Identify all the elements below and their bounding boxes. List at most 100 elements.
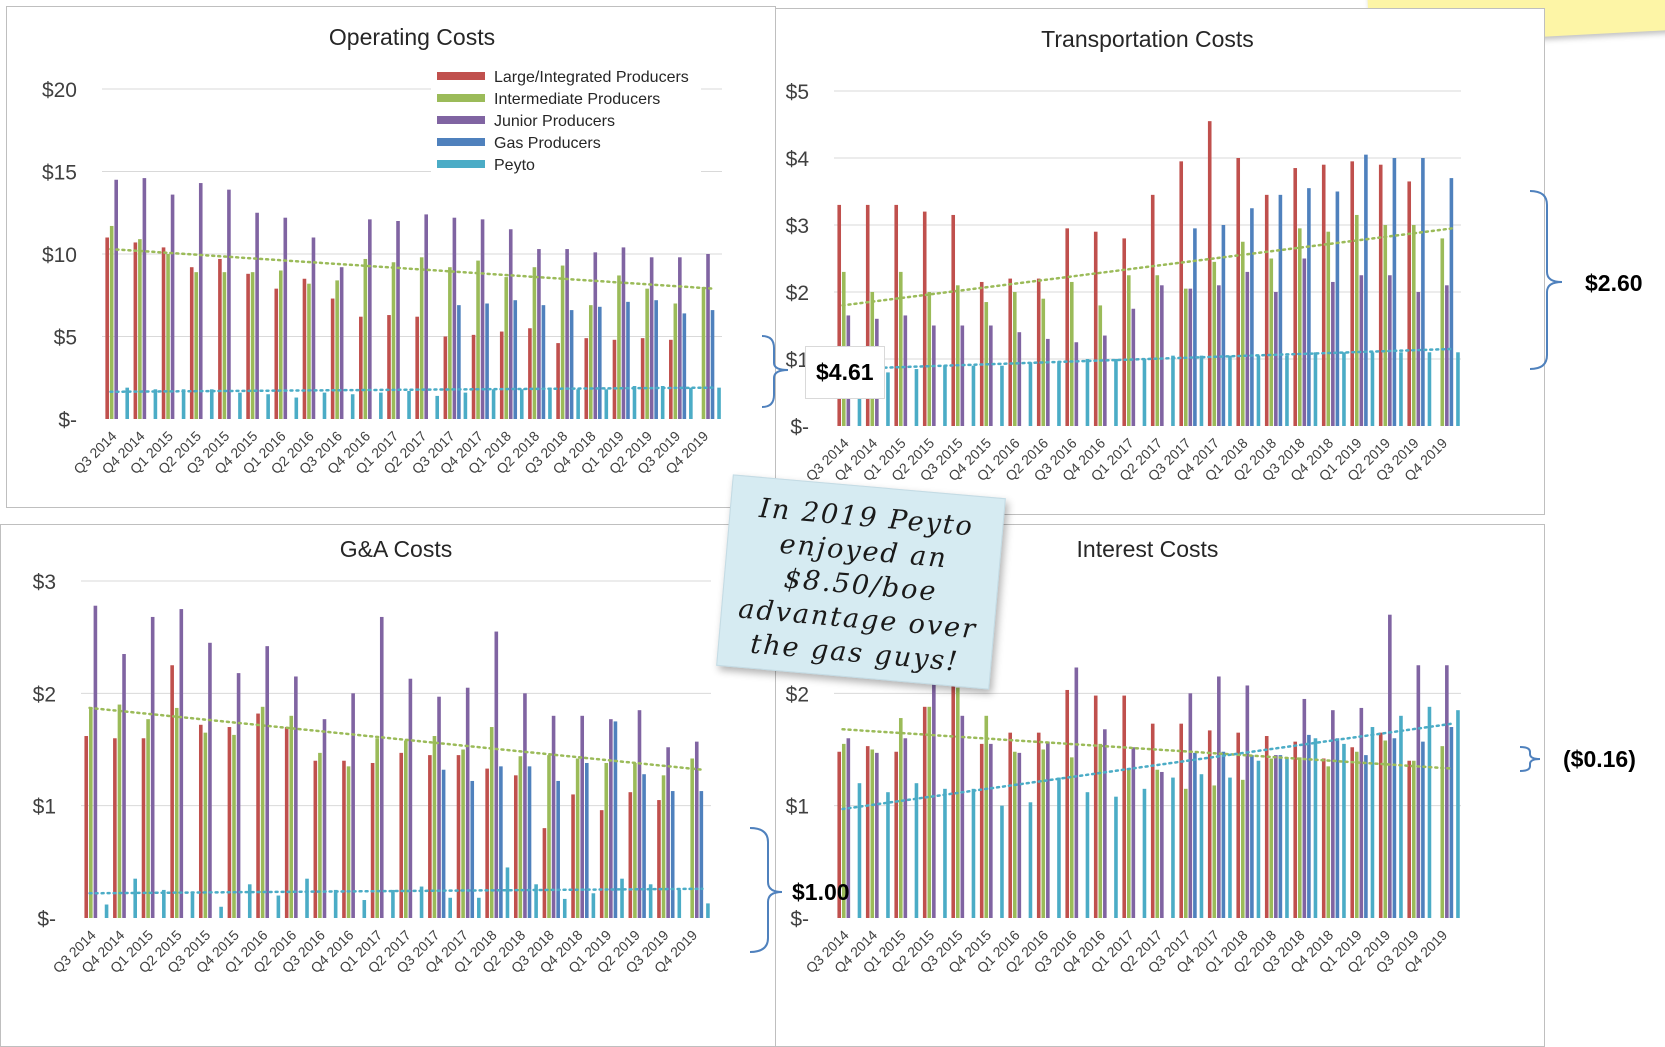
y-tick-label: $4 bbox=[786, 148, 810, 171]
bar-large bbox=[556, 343, 560, 419]
bar-junior bbox=[379, 616, 384, 918]
bar-gas bbox=[1307, 188, 1311, 426]
bar-gas bbox=[1449, 727, 1454, 918]
bar-peyto bbox=[379, 392, 383, 419]
bar-large bbox=[542, 828, 547, 918]
bar-junior bbox=[580, 715, 585, 918]
bar-large bbox=[584, 338, 589, 419]
bar-junior bbox=[1302, 258, 1307, 426]
trendline-peyto bbox=[109, 386, 715, 394]
operating-callout: $4.61 bbox=[805, 346, 885, 399]
bar-junior bbox=[170, 194, 175, 419]
bar-large bbox=[1150, 723, 1155, 918]
bar-gas bbox=[585, 762, 589, 918]
bar-intermediate bbox=[166, 254, 170, 419]
bar-intermediate bbox=[1126, 275, 1131, 426]
bar-large bbox=[133, 242, 138, 419]
legend-label: Intermediate Producers bbox=[494, 91, 660, 108]
bar-junior bbox=[637, 710, 642, 918]
bar-intermediate bbox=[109, 225, 114, 419]
bar-gas bbox=[499, 766, 503, 918]
bar-peyto bbox=[1142, 359, 1147, 426]
bar-large bbox=[330, 298, 335, 419]
bar-peyto bbox=[1000, 365, 1004, 426]
bar-peyto bbox=[305, 878, 309, 918]
bar-large bbox=[837, 751, 842, 918]
bar-peyto bbox=[1427, 706, 1432, 918]
bar-gas bbox=[710, 310, 715, 419]
bar-large bbox=[399, 752, 404, 918]
bar-large bbox=[1065, 228, 1070, 426]
bar-intermediate bbox=[984, 715, 989, 918]
bar-intermediate bbox=[194, 272, 199, 419]
bar-intermediate bbox=[375, 738, 379, 918]
bar-large bbox=[528, 328, 532, 419]
bar-peyto bbox=[362, 900, 367, 918]
bar-peyto bbox=[350, 394, 355, 419]
bar-large bbox=[256, 713, 260, 918]
y-tick-label: $2 bbox=[786, 282, 809, 305]
legend-label: Gas Producers bbox=[494, 135, 601, 152]
bar-junior bbox=[480, 219, 485, 419]
bar-intermediate bbox=[203, 732, 208, 918]
legend-swatch-junior bbox=[437, 116, 485, 124]
bar-peyto bbox=[463, 392, 468, 419]
bar-peyto bbox=[1228, 777, 1232, 918]
bar-peyto bbox=[1399, 352, 1403, 426]
bar-intermediate bbox=[1411, 225, 1416, 426]
bar-peyto bbox=[604, 389, 609, 419]
bar-large bbox=[302, 278, 307, 419]
bar-peyto bbox=[181, 389, 186, 419]
bar-large bbox=[499, 331, 504, 419]
legend-bg bbox=[431, 88, 701, 110]
bar-gas bbox=[1364, 154, 1368, 426]
bar-peyto bbox=[576, 389, 580, 419]
bar-intermediate bbox=[138, 239, 142, 419]
bar-gas bbox=[1193, 228, 1197, 426]
bar-junior bbox=[255, 212, 259, 419]
ga-costs-panel: G&A Costs $- $1 $2 $3 Q3 2014 Q4 2014 Q1 2015 Q2… bbox=[0, 524, 778, 1047]
legend-label: Peyto bbox=[494, 157, 535, 174]
bar-large bbox=[640, 338, 645, 419]
bar-peyto bbox=[477, 897, 481, 918]
bar-gas bbox=[642, 774, 646, 918]
bar-junior bbox=[875, 752, 879, 918]
trendline-intermediate bbox=[841, 728, 1454, 770]
bar-peyto bbox=[971, 365, 976, 426]
bar-junior bbox=[1388, 614, 1392, 918]
bar-peyto bbox=[562, 898, 567, 918]
bar-intermediate bbox=[432, 736, 437, 918]
bar-large bbox=[284, 727, 289, 918]
legend-bg bbox=[431, 110, 701, 132]
bar-intermediate bbox=[1354, 214, 1359, 426]
bar-junior bbox=[694, 741, 699, 918]
bar-peyto bbox=[1256, 355, 1261, 426]
bar-large bbox=[359, 316, 363, 419]
y-tick-label: $- bbox=[58, 409, 77, 432]
bar-large bbox=[513, 775, 518, 918]
bar-intermediate bbox=[1440, 238, 1445, 426]
bar-junior bbox=[322, 719, 327, 918]
bar-junior bbox=[565, 249, 569, 419]
bar-junior bbox=[283, 217, 288, 419]
bar-intermediate bbox=[318, 752, 322, 918]
bar-junior bbox=[1103, 729, 1107, 918]
bar-gas bbox=[513, 300, 518, 419]
bar-peyto bbox=[1342, 743, 1346, 918]
bar-peyto bbox=[190, 893, 195, 918]
bar-intermediate bbox=[955, 285, 960, 426]
bar-large bbox=[571, 794, 575, 918]
bar-peyto bbox=[1456, 352, 1460, 426]
bar-intermediate bbox=[335, 280, 339, 419]
bar-junior bbox=[593, 252, 598, 419]
bar-junior bbox=[1074, 667, 1079, 918]
bar-large bbox=[218, 258, 222, 419]
bar-junior bbox=[150, 616, 155, 918]
bar-junior bbox=[494, 631, 499, 918]
bar-large bbox=[113, 738, 117, 918]
bar-junior bbox=[368, 219, 372, 419]
bar-peyto bbox=[1171, 777, 1175, 918]
bar-peyto bbox=[1199, 774, 1204, 918]
bar-junior bbox=[114, 179, 118, 419]
bar-peyto bbox=[660, 386, 665, 419]
